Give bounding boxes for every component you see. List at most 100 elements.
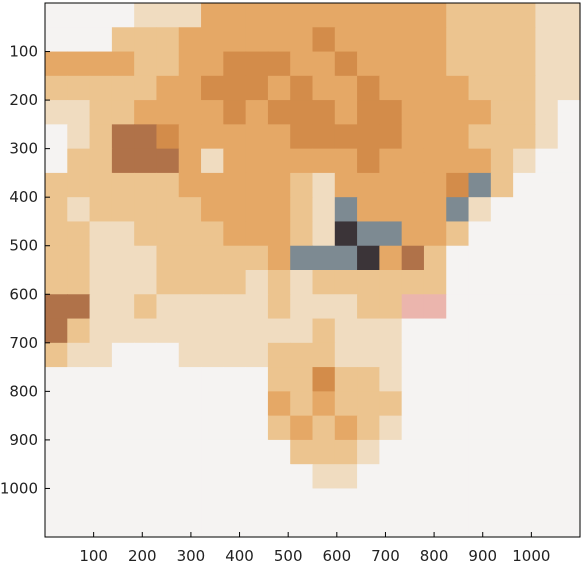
image-pixel (423, 124, 447, 150)
y-tick-label: 700 (9, 334, 38, 352)
image-pixel (67, 439, 91, 465)
image-pixel (178, 51, 202, 77)
image-pixel (223, 245, 247, 271)
image-pixel (379, 464, 403, 490)
image-pixel (513, 245, 537, 271)
image-pixel (357, 124, 380, 150)
image-pixel (513, 221, 537, 247)
image-pixel (178, 464, 202, 490)
image-pixel (111, 100, 135, 125)
image-pixel (67, 221, 91, 247)
image-pixel (134, 148, 158, 174)
image-pixel (423, 51, 447, 77)
image-pixel (535, 51, 559, 77)
image-pixel (423, 100, 447, 125)
image-pixel (535, 221, 559, 247)
image-pixel (267, 148, 291, 174)
image-pixel (89, 3, 113, 28)
image-pixel (223, 488, 247, 514)
image-pixel (468, 3, 492, 28)
image-pixel (134, 488, 158, 514)
image-pixel (423, 512, 447, 538)
image-pixel (446, 100, 470, 125)
image-pixel (223, 318, 247, 344)
image-pixel (334, 124, 358, 150)
image-pixel (134, 197, 158, 223)
image-pixel (267, 75, 291, 101)
image-pixel (67, 172, 91, 198)
image-pixel (223, 221, 247, 247)
image-pixel (557, 51, 581, 77)
image-pixel (45, 439, 68, 465)
image-pixel (89, 148, 113, 174)
image-pixel (156, 3, 180, 28)
image-pixel (67, 197, 91, 223)
image-pixel (513, 75, 537, 101)
image-pixel (401, 391, 425, 417)
image-pixel (490, 197, 514, 223)
image-pixel (423, 391, 447, 417)
image-pixel (513, 415, 537, 441)
image-pixel (267, 51, 291, 77)
image-pixel (513, 512, 537, 538)
image-pixel (45, 75, 68, 101)
image-pixel (290, 270, 314, 295)
image-pixel (513, 51, 537, 77)
image-pixel (379, 100, 403, 125)
y-tick-label: 100 (9, 43, 38, 61)
image-pixel (446, 172, 470, 198)
image-pixel (201, 100, 224, 125)
image-pixel (557, 342, 581, 368)
image-pixel (423, 439, 447, 465)
image-pixel (557, 148, 581, 174)
image-pixel (67, 27, 91, 53)
image-pixel (379, 197, 403, 223)
image-pixel (535, 75, 559, 101)
image-pixel (379, 148, 403, 174)
image-pixel (267, 439, 291, 465)
image-pixel (401, 512, 425, 538)
image-pixel (290, 245, 314, 271)
image-pixel (357, 367, 380, 392)
image-pixel (423, 415, 447, 441)
image-pixel (357, 270, 380, 295)
image-pixel (401, 488, 425, 514)
image-pixel (490, 245, 514, 271)
image-pixel (446, 367, 470, 392)
image-pixel (557, 100, 581, 125)
image-pixel (334, 512, 358, 538)
image-pixel (267, 415, 291, 441)
image-pixel (134, 172, 158, 198)
image-pixel (45, 512, 68, 538)
image-pixel (267, 367, 291, 392)
image-pixel (245, 391, 269, 417)
image-pixel (45, 318, 68, 344)
image-pixel (45, 221, 68, 247)
image-pixel (490, 100, 514, 125)
image-pixel (535, 124, 559, 150)
image-pixel (290, 148, 314, 174)
x-tick-label: 800 (420, 547, 449, 565)
image-pixel (357, 100, 380, 125)
image-pixel (290, 294, 314, 320)
image-pixel (490, 367, 514, 392)
image-pixel (67, 294, 91, 320)
image-pixel (468, 75, 492, 101)
image-pixel (334, 172, 358, 198)
image-pixel (178, 3, 202, 28)
x-axis: 100 200 300 400 500 600 700 800 900 1000 (79, 532, 550, 565)
image-pixel (201, 75, 224, 101)
image-pixel (290, 51, 314, 77)
image-pixel (401, 51, 425, 77)
image-pixel (468, 294, 492, 320)
image-pixel (290, 221, 314, 247)
image-pixel (446, 51, 470, 77)
image-pixel (401, 27, 425, 53)
image-pixel (201, 488, 224, 514)
image-pixel (245, 75, 269, 101)
image-pixel (45, 245, 68, 271)
image-pixel (267, 100, 291, 125)
image-pixel (156, 100, 180, 125)
image-pixel (312, 367, 336, 392)
image-pixel (490, 51, 514, 77)
